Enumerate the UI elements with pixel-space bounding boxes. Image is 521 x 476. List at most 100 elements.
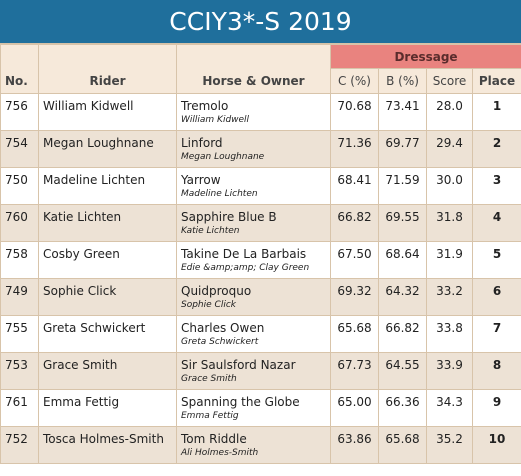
place-cell: 9 [471,389,521,427]
number-cell: 754 [0,130,39,168]
score-cell: 65.68 [378,426,427,464]
column-header: Horse & Owner [176,44,331,94]
score-cell: 64.55 [378,352,427,390]
owner-name: Katie Lichten [181,226,240,236]
score-cell: 71.36 [330,130,379,168]
owner-name: Sophie Click [181,300,236,310]
score-cell: 66.82 [378,315,427,353]
table-row: 752 Tosca Holmes-Smith Tom Riddle Ali Holme… [0,426,521,464]
horse-name: Yarrow [181,173,221,187]
owner-name: Ali Holmes-Smith [181,448,259,458]
rider-cell: Katie Lichten [38,204,177,242]
number-cell: 752 [0,426,39,464]
horse-cell: Spanning the Globe Emma Fettig [176,389,331,427]
rider-cell: Sophie Click [38,278,177,316]
table-row: 750 Madeline Lichten Yarrow Madeline Lichte… [0,167,521,205]
place-cell: 10 [471,426,521,464]
rider-cell: Megan Loughnane [38,130,177,168]
horse-cell: Takine De La Barbais Edie &amp;amp; Clay … [176,241,331,279]
number-cell: 749 [0,278,39,316]
table-row: 758 Cosby Green Takine De La Barbais Edie &… [0,241,521,279]
table-row: 760 Katie Lichten Sapphire Blue B Katie Lic… [0,204,521,242]
score-cell: 31.9 [426,241,473,279]
results-table: No. Rider Horse & Owner Dressage C (%) B (%) S… [0,44,521,464]
score-cell: 67.73 [330,352,379,390]
horse-name: Sapphire Blue B [181,210,277,224]
place-cell: 6 [471,278,521,316]
score-cell: 67.50 [330,241,379,279]
score-cell: 33.8 [426,315,473,353]
owner-name: Madeline Lichten [181,189,258,199]
owner-name: Edie &amp;amp; Clay Green [181,263,310,273]
number-cell: 758 [0,241,39,279]
horse-name: Quidproquo [181,284,252,298]
score-cell: 29.4 [426,130,473,168]
horse-name: Linford [181,136,223,150]
header-row: C (%) B (%) Score Place [1,68,521,94]
title: CCIY3*-S 2019 [0,0,521,44]
place-cell: 8 [471,352,521,390]
score-cell: 69.32 [330,278,379,316]
number-cell: 755 [0,315,39,353]
score-cell: 65.68 [330,315,379,353]
horse-cell: Linford Megan Loughnane [176,130,331,168]
owner-name: Emma Fettig [181,411,239,421]
horse-cell: Tom Riddle Ali Holmes-Smith [176,426,331,464]
horse-cell: Sapphire Blue B Katie Lichten [176,204,331,242]
table-body: 756 William Kidwell Tremolo William Kidwell… [0,93,521,464]
table-row: 749 Sophie Click Quidproquo Sophie Click 69.… [0,278,521,316]
horse-name: Tremolo [181,99,229,113]
column-header: Place [471,68,521,94]
number-cell: 761 [0,389,39,427]
rider-cell: Greta Schwickert [38,315,177,353]
score-cell: 66.36 [378,389,427,427]
place-cell: 1 [471,93,521,131]
score-cell: 35.2 [426,426,473,464]
table-head: No. Rider Horse & Owner Dressage C (%) B (%) S… [0,44,521,94]
score-cell: 65.00 [330,389,379,427]
place-cell: 3 [471,167,521,205]
table-row: 756 William Kidwell Tremolo William Kidwell… [0,93,521,131]
rider-cell: William Kidwell [38,93,177,131]
horse-name: Spanning the Globe [181,395,300,409]
score-cell: 69.55 [378,204,427,242]
score-cell: 33.2 [426,278,473,316]
rider-cell: Emma Fettig [38,389,177,427]
column-header: B (%) [378,68,427,94]
score-cell: 28.0 [426,93,473,131]
rider-cell: Tosca Holmes-Smith [38,426,177,464]
score-cell: 63.86 [330,426,379,464]
rider-cell: Grace Smith [38,352,177,390]
horse-cell: Sir Saulsford Nazar Grace Smith [176,352,331,390]
column-header: No. [0,44,39,94]
horse-name: Tom Riddle [181,432,247,446]
rider-cell: Madeline Lichten [38,167,177,205]
owner-name: Megan Loughnane [181,152,265,162]
table-row: 754 Megan Loughnane Linford Megan Loughnane… [0,130,521,168]
number-cell: 756 [0,93,39,131]
owner-name: Grace Smith [181,374,237,384]
score-cell: 64.32 [378,278,427,316]
score-cell: 66.82 [330,204,379,242]
horse-cell: Tremolo William Kidwell [176,93,331,131]
place-cell: 4 [471,204,521,242]
column-header: Score [426,68,473,94]
score-cell: 34.3 [426,389,473,427]
score-cell: 70.68 [330,93,379,131]
score-cell: 69.77 [378,130,427,168]
horse-cell: Quidproquo Sophie Click [176,278,331,316]
score-cell: 30.0 [426,167,473,205]
place-cell: 7 [471,315,521,353]
score-cell: 31.8 [426,204,473,242]
table-row: 755 Greta Schwickert Charles Owen Greta Sch… [0,315,521,353]
number-cell: 760 [0,204,39,242]
score-cell: 71.59 [378,167,427,205]
table-row: 753 Grace Smith Sir Saulsford Nazar Grace S… [0,352,521,390]
score-cell: 33.9 [426,352,473,390]
score-cell: 68.64 [378,241,427,279]
horse-name: Takine De La Barbais [181,247,307,261]
number-cell: 750 [0,167,39,205]
group-header: Dressage [329,44,521,69]
place-cell: 2 [471,130,521,168]
